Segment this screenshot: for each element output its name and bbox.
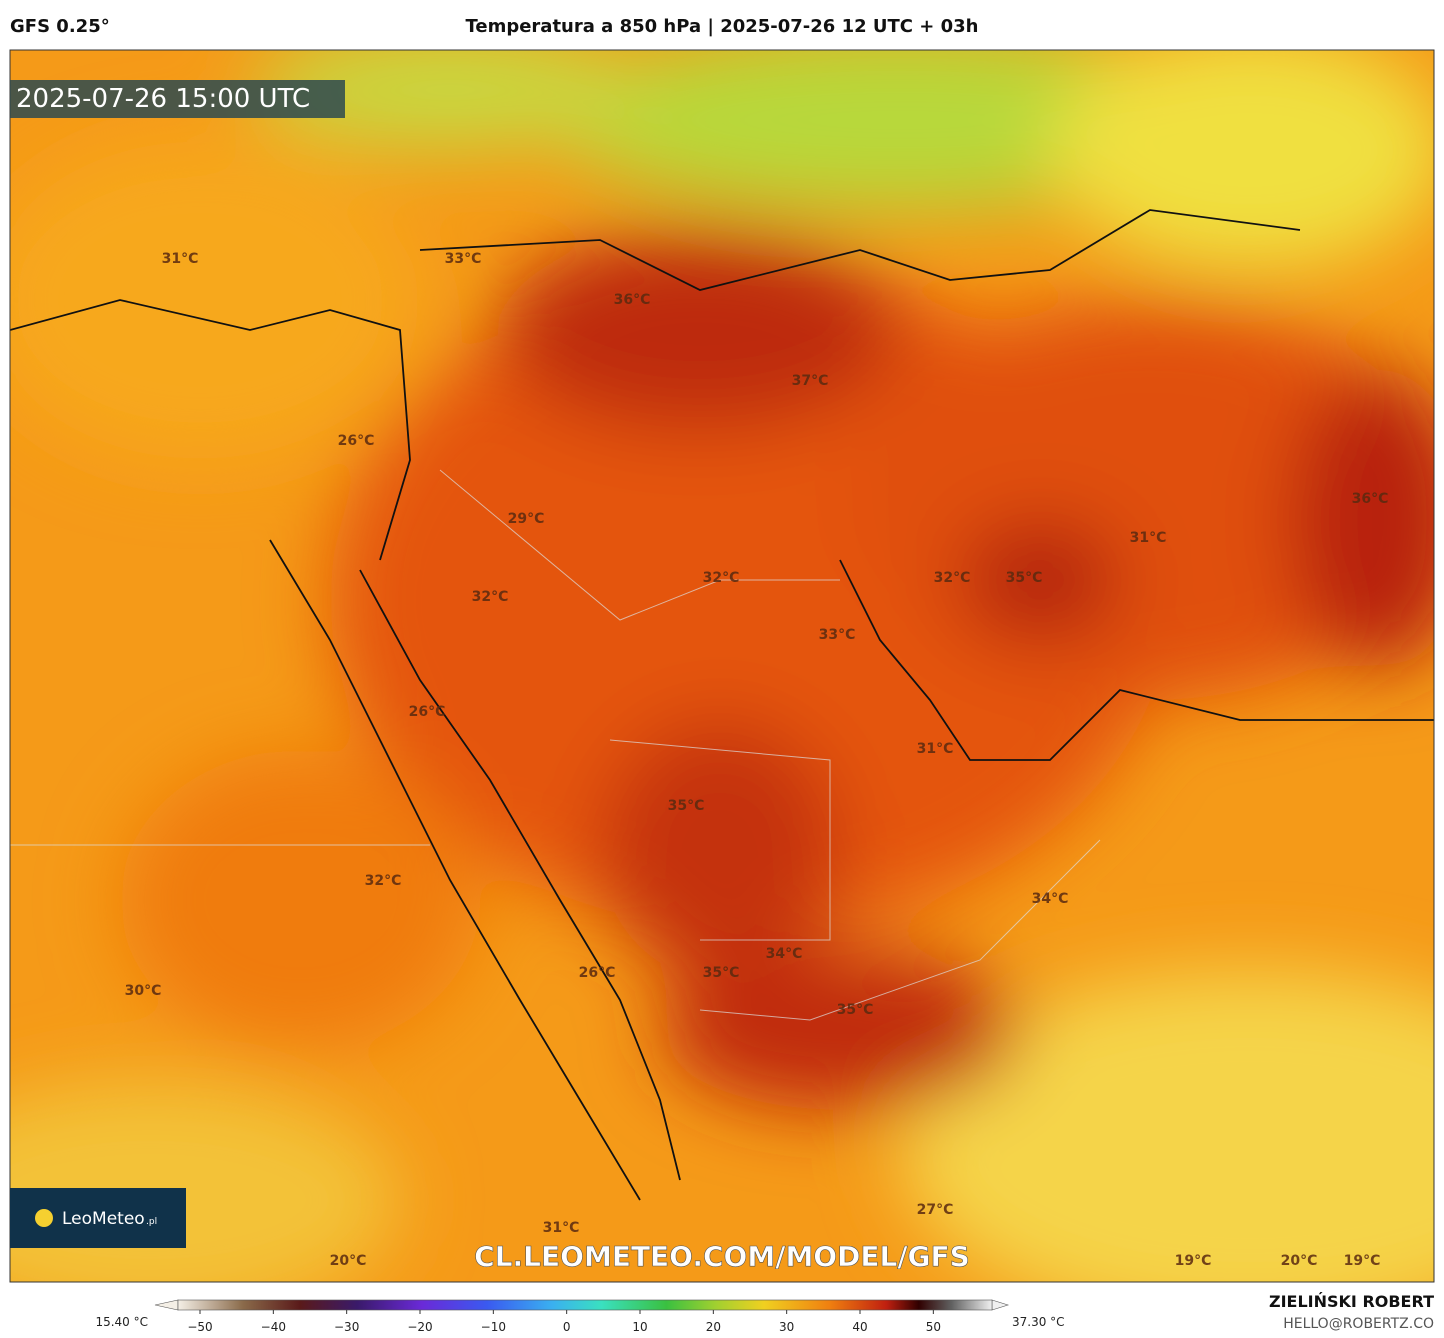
temperature-label: 31°C	[543, 1220, 580, 1236]
colorbar-tick-label: −30	[334, 1320, 359, 1334]
temperature-label: 34°C	[1032, 891, 1069, 907]
colorbar-tick-label: −20	[407, 1320, 432, 1334]
temperature-label: 34°C	[766, 946, 803, 962]
temperature-label: 35°C	[837, 1002, 874, 1018]
temperature-label: 31°C	[917, 741, 954, 757]
colorbar-tick-label: −50	[187, 1320, 212, 1334]
temperature-label: 35°C	[668, 798, 705, 814]
temperature-label: 19°C	[1344, 1253, 1381, 1269]
map	[10, 50, 1434, 1282]
temperature-label: 33°C	[819, 627, 856, 643]
temperature-label: 20°C	[1281, 1253, 1318, 1269]
temperature-label: 37°C	[792, 373, 829, 389]
map-frame	[9, 49, 1435, 1283]
colorbar-left-arrow	[154, 1299, 179, 1311]
map-title: Temperatura a 850 hPa | 2025-07-26 12 UT…	[465, 16, 978, 37]
colorbar-tick-label: −10	[481, 1320, 506, 1334]
temperature-label: 27°C	[917, 1202, 954, 1218]
temperature-label: 30°C	[125, 983, 162, 999]
colorbar-tick-label: 0	[563, 1320, 571, 1334]
temperature-label: 26°C	[409, 704, 446, 720]
watermark: CL.LEOMETEO.COM/MODEL/GFS	[474, 1240, 970, 1273]
temperature-label: 29°C	[508, 511, 545, 527]
colorbar-tick-label: 20	[706, 1320, 721, 1334]
borders	[10, 469, 1101, 1021]
colorbar-tick-label: 40	[852, 1320, 867, 1334]
colorbar-tick-label: −40	[261, 1320, 286, 1334]
temperature-label: 36°C	[1352, 491, 1389, 507]
colorbar	[177, 1299, 993, 1311]
timestamp-box	[10, 80, 345, 118]
temperature-field	[10, 50, 1434, 1282]
temperature-label: 32°C	[703, 570, 740, 586]
temperature-label: 35°C	[703, 965, 740, 981]
colorbar-tick-label: 10	[632, 1320, 647, 1334]
coastlines	[10, 209, 1434, 1201]
author: ZIELIŃSKI ROBERT	[1269, 1292, 1434, 1311]
temperature-label: 35°C	[1006, 570, 1043, 586]
logo-text: LeoMeteo	[62, 1209, 145, 1229]
colorbar-min: 15.40 °C	[95, 1315, 148, 1329]
temperature-label: 26°C	[338, 433, 375, 449]
colorbar-tick-label: 50	[926, 1320, 941, 1334]
temperature-label: 26°C	[579, 965, 616, 981]
timestamp: 2025-07-26 15:00 UTC	[16, 84, 310, 114]
temperature-label: 19°C	[1175, 1253, 1212, 1269]
colorbar-max: 37.30 °C	[1012, 1315, 1065, 1329]
contact: HELLO@ROBERTZ.CO	[1283, 1316, 1434, 1332]
temperature-label: 20°C	[330, 1253, 367, 1269]
logo-suffix: .pl	[146, 1217, 157, 1227]
colorbar-tick-label: 30	[779, 1320, 794, 1334]
colorbar-right-arrow	[991, 1299, 1010, 1311]
temperature-label: 31°C	[1130, 530, 1167, 546]
temperature-label: 32°C	[365, 873, 402, 889]
temperature-label: 36°C	[614, 292, 651, 308]
temperature-label: 31°C	[162, 251, 199, 267]
temperature-label: 33°C	[445, 251, 482, 267]
model-name: GFS 0.25°	[10, 16, 110, 37]
temperature-label: 32°C	[472, 589, 509, 605]
logo-sun	[35, 1209, 53, 1227]
temperature-label: 32°C	[934, 570, 971, 586]
